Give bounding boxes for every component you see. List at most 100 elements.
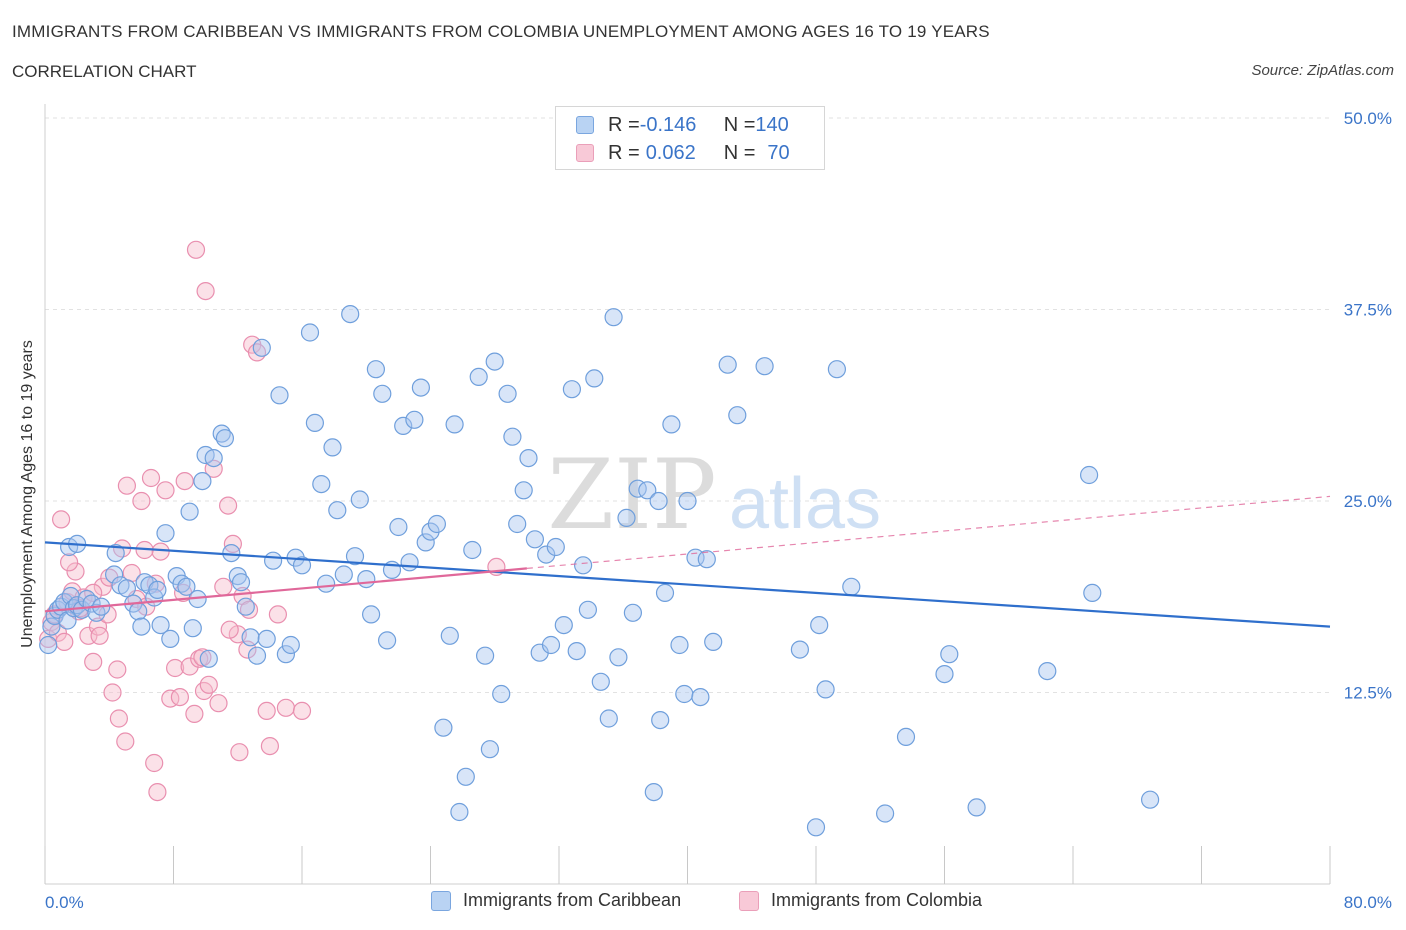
- correlation-legend: R = -0.146 N = 140 R = 0.062 N = 70: [555, 106, 825, 170]
- caribbean-point-79: [421, 522, 440, 541]
- watermark-atlas: atlas: [729, 464, 881, 544]
- caribbean-point-58: [305, 413, 324, 432]
- caribbean-point-138: [896, 727, 916, 747]
- colombia-point-56: [186, 240, 206, 259]
- caribbean-point-134: [816, 680, 835, 699]
- colombia-point-16: [103, 683, 122, 702]
- caribbean-point-123: [678, 491, 697, 511]
- caribbean-point-110: [604, 308, 623, 327]
- caribbean-point-59: [312, 475, 331, 494]
- caribbean-point-92: [498, 384, 517, 403]
- caribbean-point-86: [463, 540, 482, 560]
- caribbean-point-103: [562, 380, 582, 399]
- caribbean-point-33: [177, 577, 196, 596]
- caribbean-point-102: [554, 615, 573, 635]
- colombia-point-22: [132, 491, 151, 511]
- y-tick-label-0: 12.5%: [1344, 684, 1392, 703]
- caribbean-point-28: [151, 615, 170, 635]
- colombia-n-value: 70: [767, 141, 790, 164]
- caribbean-r-label: R =: [608, 113, 640, 136]
- caribbean-point-51: [264, 551, 283, 570]
- caribbean-n-value: 140: [755, 113, 789, 136]
- caribbean-point-122: [675, 684, 694, 704]
- colombia-point-5: [55, 632, 74, 652]
- colombia-point-4: [51, 510, 71, 529]
- colombia-point-64: [193, 648, 212, 667]
- caribbean-point-67: [357, 569, 376, 589]
- colombia-point-31: [175, 472, 194, 491]
- caribbean-point-30: [161, 629, 180, 649]
- caribbean-point-65: [345, 547, 365, 566]
- caribbean-point-105: [573, 556, 593, 575]
- watermark: ZIP atlas: [547, 439, 881, 551]
- caribbean-point-69: [366, 360, 385, 379]
- caribbean-point-113: [623, 603, 643, 622]
- x-tick-label-0: 0.0%: [45, 893, 84, 912]
- colombia-point-57: [230, 743, 249, 762]
- caribbean-point-101: [546, 537, 565, 557]
- y-tick-label-2: 37.5%: [1344, 301, 1392, 320]
- caribbean-point-61: [323, 438, 342, 457]
- colombia-point-14: [93, 577, 112, 596]
- caribbean-point-100: [541, 635, 561, 655]
- caribbean-point-13: [87, 603, 106, 622]
- caribbean-point-127: [704, 632, 723, 652]
- caribbean-point-128: [718, 355, 737, 374]
- caribbean-point-42: [215, 429, 234, 448]
- colombia-point-65: [220, 620, 239, 639]
- colombia-point-66: [239, 600, 259, 619]
- colombia-point-68: [59, 553, 79, 572]
- colombia-point-32: [180, 657, 199, 676]
- colombia-r-label: R =: [608, 141, 640, 164]
- colombia-point-39: [214, 577, 233, 596]
- caribbean-point-145: [1140, 790, 1160, 809]
- colombia-point-28: [161, 689, 180, 708]
- colombia-point-13: [88, 617, 108, 636]
- colombia-point-67: [90, 626, 109, 645]
- colombia-point-27: [156, 481, 175, 500]
- caribbean-point-83: [445, 415, 464, 434]
- caribbean-point-76: [405, 410, 424, 429]
- caribbean-point-70: [373, 384, 392, 403]
- colombia-point-38: [209, 694, 228, 713]
- caribbean-point-108: [591, 672, 610, 691]
- colombia-trend-extension: [526, 495, 1331, 570]
- caribbean-point-1: [42, 617, 61, 636]
- caribbean-point-17: [106, 543, 125, 563]
- colombia-point-51: [109, 709, 129, 728]
- chart-title: IMMIGRANTS FROM CARIBBEAN VS IMMIGRANTS …: [12, 22, 990, 41]
- caribbean-point-140: [940, 645, 959, 664]
- caribbean-point-109: [599, 709, 618, 728]
- x-tick-label-1: 80.0%: [1344, 893, 1392, 912]
- caribbean-point-47: [241, 628, 260, 647]
- y-axis-title: Unemployment Among Ages 16 to 19 years: [19, 340, 36, 648]
- caribbean-point-22: [129, 602, 148, 621]
- caribbean-point-130: [755, 357, 774, 376]
- colombia-point-8: [66, 562, 85, 581]
- caribbean-point-27: [148, 580, 167, 600]
- caribbean-point-125: [691, 687, 710, 707]
- caribbean-point-136: [842, 577, 861, 596]
- caribbean-point-111: [609, 648, 628, 667]
- colombia-point-49: [276, 698, 295, 717]
- caribbean-point-99: [537, 545, 556, 564]
- caribbean-r-value: -0.146: [639, 113, 697, 136]
- colombia-point-47: [257, 701, 276, 721]
- caribbean-point-91: [492, 684, 511, 704]
- caribbean-point-40: [204, 449, 223, 468]
- colombia-point-29: [166, 658, 185, 678]
- colombia-point-30: [170, 687, 189, 707]
- colombia-point-26: [151, 542, 170, 561]
- colombia-point-19: [117, 476, 137, 495]
- caribbean-point-115: [638, 481, 657, 500]
- caribbean-point-18: [104, 565, 124, 584]
- caribbean-n-label: N =: [723, 113, 756, 136]
- caribbean-point-71: [378, 631, 397, 650]
- colombia-point-48: [260, 736, 279, 756]
- caribbean-point-120: [662, 415, 681, 434]
- y-axis-title-group: Unemployment Among Ages 16 to 19 years: [19, 340, 36, 648]
- caribbean-point-23: [132, 617, 151, 636]
- caribbean-point-82: [440, 626, 459, 645]
- colombia-trend-line: [44, 567, 527, 613]
